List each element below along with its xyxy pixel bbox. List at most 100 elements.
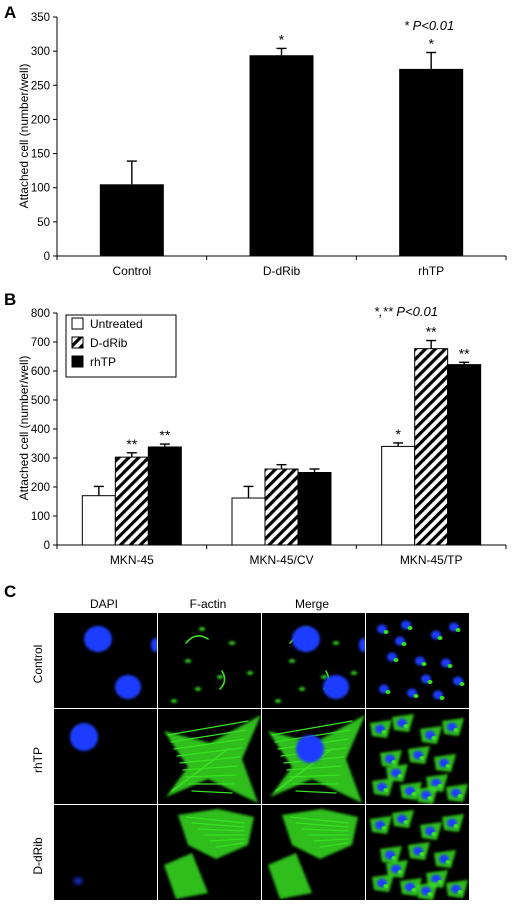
panel-b-y-tick-label: 200: [31, 482, 50, 494]
nucleus: [323, 675, 349, 699]
stress-fiber: [197, 828, 245, 832]
cell-spread: [164, 715, 261, 803]
bar-mkn-45-cv-untreated: [231, 497, 266, 546]
panel-b-y-tick-label: 300: [31, 453, 50, 465]
micrograph-content: [370, 810, 468, 900]
overview-actin-spot: [437, 636, 443, 640]
panel-b-y-tick-label: 0: [44, 540, 50, 552]
overview-actin-spot: [385, 690, 391, 694]
micrograph-control-factin: [158, 613, 261, 708]
micrograph-d-drib-dapi: [54, 805, 157, 900]
stress-fiber: [319, 842, 349, 848]
legend-swatch-rhtp: [71, 355, 84, 368]
legend-label-rhtp: rhTP: [90, 355, 116, 369]
actin-speck: [216, 675, 224, 679]
overview-actin-spot: [457, 794, 463, 798]
stress-fiber: [191, 822, 245, 828]
overview-actin-spot: [431, 832, 437, 836]
actin-fiber: [219, 670, 226, 690]
stress-fiber: [185, 774, 237, 778]
panel-b-y-tick-label: 800: [31, 308, 50, 320]
stress-fiber: [286, 765, 343, 771]
stress-fiber: [295, 790, 337, 794]
panel-a-bars: * *: [99, 31, 464, 256]
column-header-dapi: DAPI: [90, 597, 118, 611]
panel-c: C DAPI F-actin Merge Control rhTP D-dRib: [4, 582, 469, 900]
legend-label-d-drib: D-dRib: [90, 336, 128, 350]
bar-mkn-45-d-drib: [114, 456, 149, 546]
actin-speck: [288, 659, 296, 663]
significance-marker-d-drib: *: [279, 31, 285, 47]
overview-actin-spot: [403, 820, 409, 824]
overview-actin-spot: [431, 736, 437, 740]
stress-fiber: [176, 747, 243, 757]
stress-fiber: [191, 790, 233, 794]
overview-actin-spot: [419, 852, 425, 856]
panel-b-y-tick-label: 700: [31, 337, 50, 349]
row-label-control: Control: [31, 645, 45, 684]
legend-swatch-d-drib: [71, 336, 84, 349]
overview-actin-spot: [413, 694, 419, 698]
micrograph-background: [54, 613, 157, 708]
nucleus: [292, 626, 320, 652]
nucleus: [84, 626, 112, 652]
micrograph-rhtp-merge: [262, 709, 365, 804]
panel-a-y-tick-label: 250: [31, 80, 50, 92]
overview-actin-spot: [403, 724, 409, 728]
actin-speck: [320, 675, 328, 679]
panel-a-axes: 0 50 100 150 200 250 300 350 Control D-dRib rhTP: [31, 12, 507, 278]
stress-fiber: [167, 720, 249, 736]
legend-box: [65, 314, 177, 378]
micrograph-control-dapi: [54, 613, 157, 708]
bar-control: [99, 184, 164, 256]
actin-speck: [298, 687, 306, 691]
panel-a-y-tick-label: 200: [31, 114, 50, 126]
bar-mkn-45-cv-d-drib: [264, 468, 299, 546]
panel-b-legend: Untreated D-dRib rhTP: [65, 314, 177, 378]
stress-fiber: [185, 816, 245, 824]
nucleus: [70, 723, 98, 751]
stress-fiber: [289, 816, 349, 824]
overview-actin-spot: [381, 826, 387, 830]
bar-mkn-45-tp-untreated: [381, 445, 416, 546]
panel-a-y-tick-label: 50: [37, 217, 50, 229]
panel-b-y-tick-label: 600: [31, 366, 50, 378]
panel-b-y-tick-label: 400: [31, 424, 50, 436]
micrograph-content: [170, 627, 254, 703]
column-header-merge: Merge: [295, 597, 329, 611]
overview-actin-spot: [391, 760, 397, 764]
overview-actin-spot: [421, 662, 427, 666]
actin-speck: [332, 641, 340, 645]
micrograph-control-overview: [366, 613, 469, 708]
panel-b-significance-note: *,** P<0.01: [374, 304, 438, 319]
overview-actin-spot: [427, 796, 433, 800]
panel-a-y-tick-label: 0: [44, 251, 50, 263]
bar-mkn-45-cv-rhtp: [297, 472, 332, 546]
overview-actin-spot: [459, 682, 465, 686]
micrograph-rhtp-dapi: [54, 709, 157, 804]
stress-fiber: [301, 828, 349, 832]
bar-mkn-45-tp-d-drib: [414, 348, 449, 546]
micrograph-content: [377, 620, 465, 700]
overview-actin-spot: [407, 626, 413, 630]
panel-c-letter: C: [4, 582, 16, 601]
overview-actin-spot: [437, 784, 443, 788]
stress-fiber: [275, 748, 333, 792]
micrograph-content: [370, 714, 468, 804]
panel-b-bars: **** *****: [81, 324, 482, 546]
micrograph-d-drib-merge: [262, 805, 365, 900]
micrograph-content: [164, 809, 254, 899]
panel-a-y-tick-label: 150: [31, 149, 50, 161]
panel-b-y-tick-label: 100: [31, 511, 50, 523]
row-label-rhtp: rhTP: [31, 747, 45, 773]
panel-b-x-tick-label: MKN-45/TP: [400, 553, 463, 567]
overview-actin-spot: [397, 870, 403, 874]
stress-fiber: [182, 765, 239, 771]
panel-a: A Attached cell (number/well) * P<0.01 0…: [4, 3, 507, 278]
legend-label-untreated: Untreated: [90, 317, 143, 331]
overview-actin-spot: [391, 856, 397, 860]
bar-mkn-45-tp-rhtp: [447, 364, 482, 546]
actin-speck: [274, 699, 282, 703]
panel-b-y-axis-label: Attached cell (number/well): [17, 356, 31, 501]
